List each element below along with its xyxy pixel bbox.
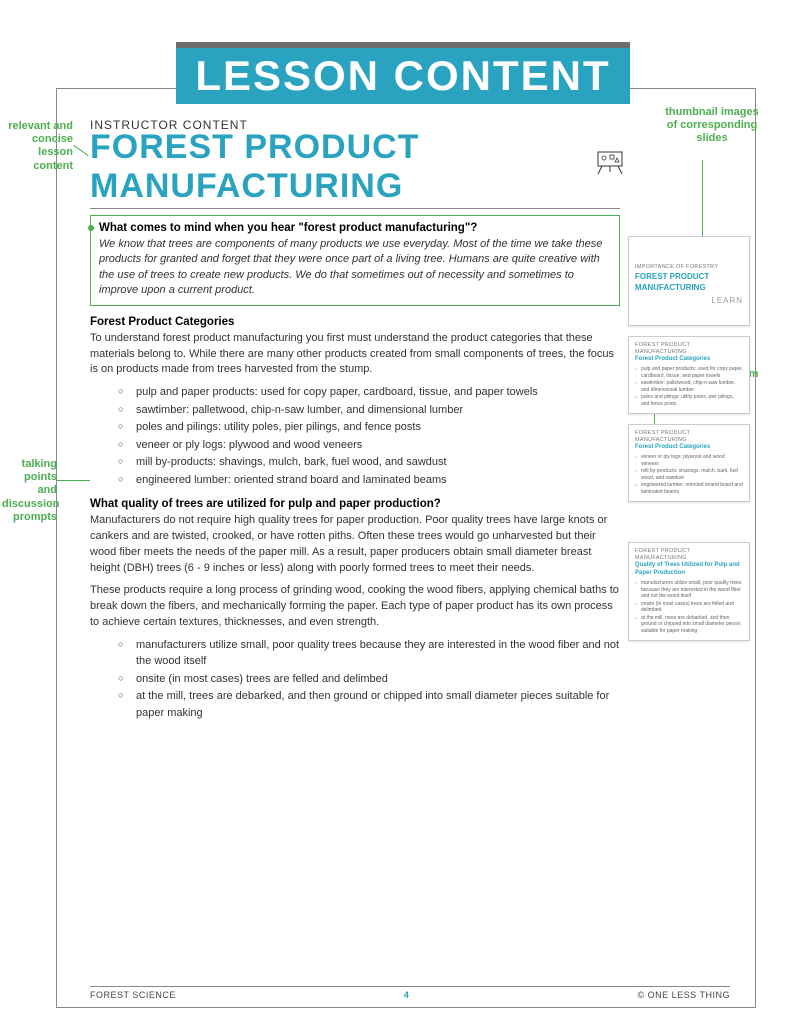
thumbnail-3: FOREST PRODUCT MANUFACTURING Forest Prod… xyxy=(628,424,750,502)
section2-heading: What quality of trees are utilized for p… xyxy=(90,498,620,510)
thumb4-pre: FOREST PRODUCT MANUFACTURING xyxy=(635,548,743,562)
thumb4-list: manufacturers utilize small, poor qualit… xyxy=(635,580,743,634)
thumb-item: manufacturers utilize small, poor qualit… xyxy=(635,580,743,600)
banner: LESSON CONTENT xyxy=(176,42,630,104)
callout-line xyxy=(702,160,703,238)
section1-bullets: pulp and paper products: used for copy p… xyxy=(118,384,620,488)
section2-bullets: manufacturers utilize small, poor qualit… xyxy=(118,637,620,722)
thumbnail-4: FOREST PRODUCT MANUFACTURING Quality of … xyxy=(628,542,750,641)
callout-talking: talking points and discussion prompts xyxy=(2,458,57,524)
intro-question: What comes to mind when you hear "forest… xyxy=(99,222,611,234)
footer-left: FOREST SCIENCE xyxy=(90,990,176,1000)
thumbnail-2: FOREST PRODUCT MANUFACTURING Forest Prod… xyxy=(628,336,750,414)
thumb-item: onsite (in most cases) trees are felled … xyxy=(635,601,743,614)
section2-text1: Manufacturers do not require high qualit… xyxy=(90,513,620,577)
thumb-item: poles and pilings: utility poles, pier p… xyxy=(635,394,743,407)
thumb3-pre: FOREST PRODUCT MANUFACTURING xyxy=(635,430,743,444)
callout-line xyxy=(56,480,90,481)
footer: FOREST SCIENCE 4 © ONE LESS THING xyxy=(90,986,730,1000)
footer-page: 4 xyxy=(404,990,410,1000)
thumb-item: veneer or ply logs: plywood and wood ven… xyxy=(635,454,743,467)
bullet-item: poles and pilings: utility poles, pier p… xyxy=(118,419,620,436)
intro-box: What comes to mind when you hear "forest… xyxy=(90,215,620,306)
bullet-item: veneer or ply logs: plywood and wood ven… xyxy=(118,437,620,454)
section2-text2: These products require a long process of… xyxy=(90,583,620,631)
bullet-item: onsite (in most cases) trees are felled … xyxy=(118,671,620,688)
banner-title: LESSON CONTENT xyxy=(195,52,610,100)
thumb1-title: FOREST PRODUCT MANUFACTURING xyxy=(635,272,743,293)
intro-dot xyxy=(88,225,94,231)
thumbnail-1: IMPORTANCE OF FORESTRY FOREST PRODUCT MA… xyxy=(628,236,750,326)
bullet-item: engineered lumber: oriented strand board… xyxy=(118,472,620,489)
section1-text: To understand forest product manufacturi… xyxy=(90,331,620,379)
section1-heading: Forest Product Categories xyxy=(90,316,620,328)
footer-right: © ONE LESS THING xyxy=(638,990,731,1000)
bullet-item: manufacturers utilize small, poor qualit… xyxy=(118,637,620,670)
thumb2-pre: FOREST PRODUCT MANUFACTURING xyxy=(635,342,743,356)
thumb-item: engineered lumber: oriented strand board… xyxy=(635,482,743,495)
bullet-item: sawtimber: palletwood, chip-n-saw lumber… xyxy=(118,402,620,419)
callout-thumbnails: thumbnail images of corresponding slides xyxy=(664,106,760,146)
main-title: FOREST PRODUCT MANUFACTURING xyxy=(90,128,620,209)
thumb-item: at the mill, trees are debarked, and the… xyxy=(635,615,743,635)
thumb2-list: pulp and paper products: used for copy p… xyxy=(635,366,743,407)
thumb3-head: Forest Product Categories xyxy=(635,444,743,452)
thumb3-list: veneer or ply logs: plywood and wood ven… xyxy=(635,454,743,495)
thumb1-pre: IMPORTANCE OF FORESTRY xyxy=(635,264,743,271)
thumb4-head: Quality of Trees Utilized for Pulp and P… xyxy=(635,562,743,578)
thumbnails-column: IMPORTANCE OF FORESTRY FOREST PRODUCT MA… xyxy=(628,236,750,651)
callout-relevant: relevant and concise lesson content xyxy=(1,120,73,173)
intro-text: We know that trees are components of man… xyxy=(99,237,611,299)
bullet-item: pulp and paper products: used for copy p… xyxy=(118,384,620,401)
main-content: INSTRUCTOR CONTENT FOREST PRODUCT MANUFA… xyxy=(90,118,620,731)
thumb-item: sawtimber: palletwood, chip-n-saw lumber… xyxy=(635,380,743,393)
thumb-item: pulp and paper products: used for copy p… xyxy=(635,366,743,379)
thumb2-head: Forest Product Categories xyxy=(635,356,743,364)
bullet-item: mill by-products: shavings, mulch, bark,… xyxy=(118,454,620,471)
thumb-item: mill by-products: shavings, mulch, bark,… xyxy=(635,468,743,481)
thumb1-learn: LEARN xyxy=(711,296,743,306)
bullet-item: at the mill, trees are debarked, and the… xyxy=(118,688,620,721)
